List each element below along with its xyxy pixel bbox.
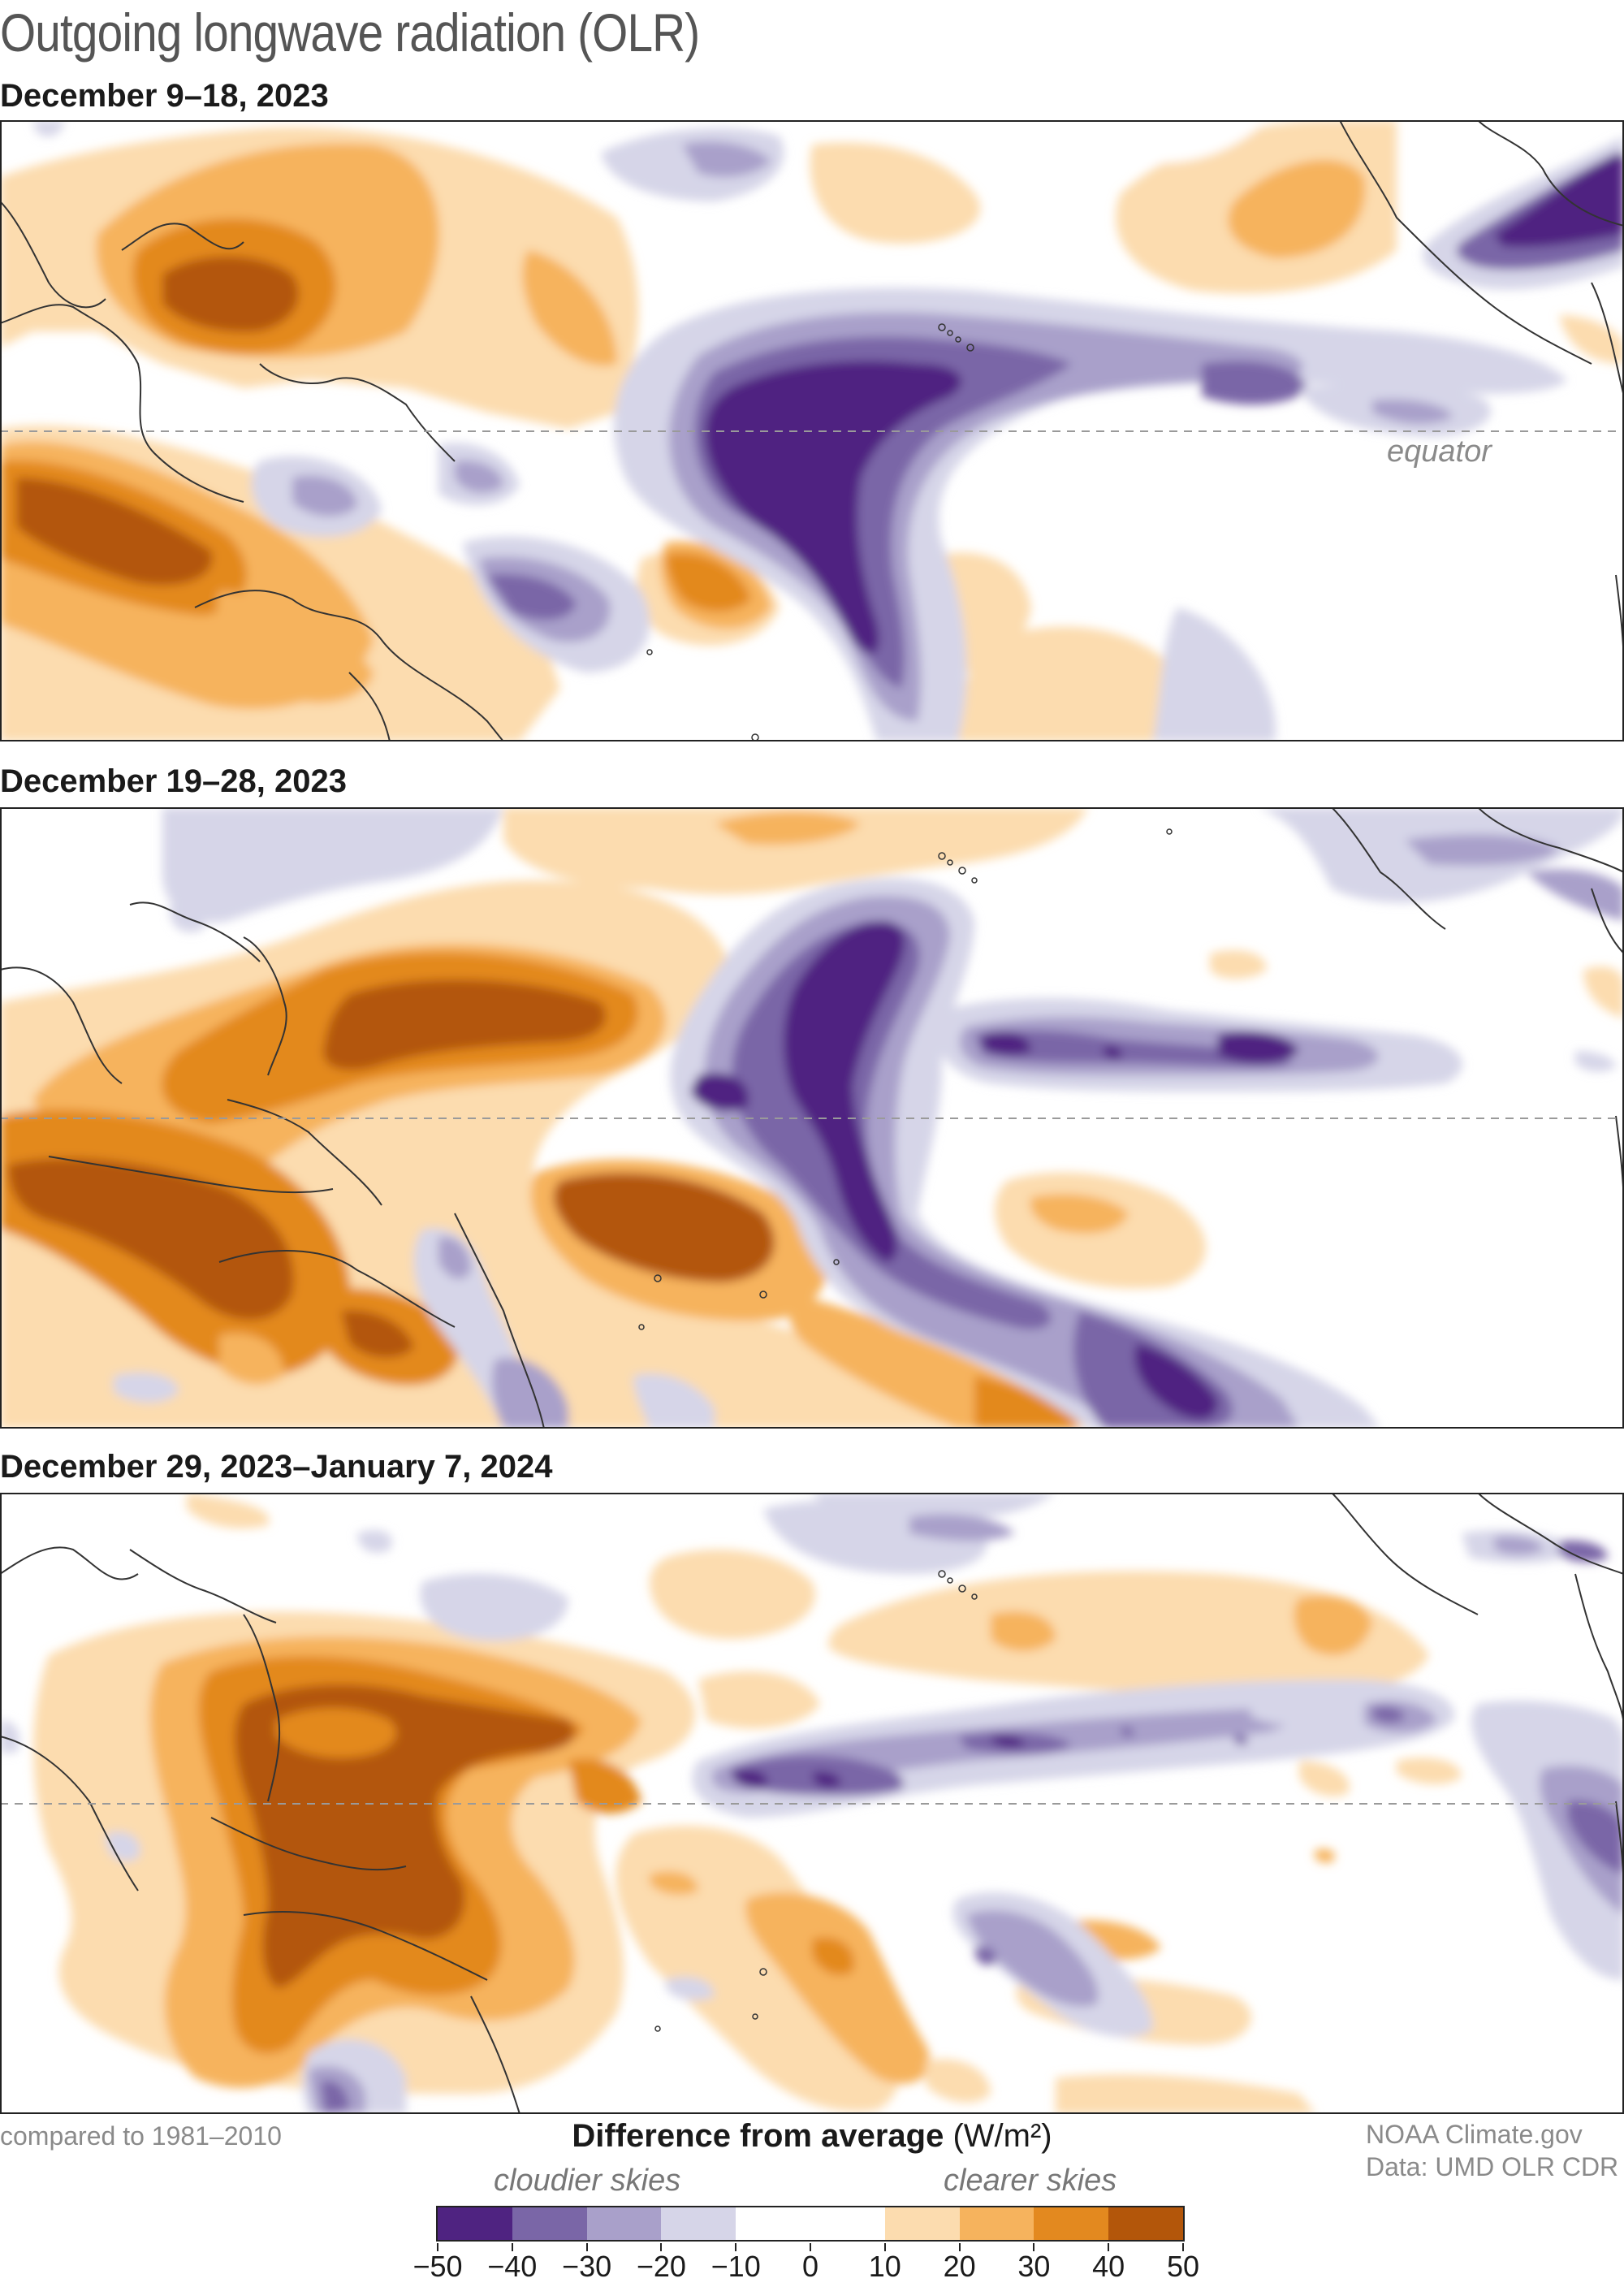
color-bar-tick [958,2243,961,2251]
color-bar-swatch [959,2207,1034,2240]
credit-line-1: NOAA Climate.gov [1366,2120,1583,2149]
panel-2-label: December 19–28, 2023 [0,763,347,799]
color-bar-tick [735,2243,737,2251]
color-bar-swatch [661,2207,736,2240]
color-bar-tick-label: 0 [801,2250,819,2283]
color-bar-tick [660,2243,663,2251]
color-bar-tick-label: −30 [562,2250,612,2283]
color-bar-tick [511,2243,513,2251]
color-bar-tick-label: 30 [1017,2250,1051,2283]
color-bar-tick-label: 20 [943,2250,976,2283]
color-bar-tick [1182,2243,1184,2251]
legend-title-text: Difference from average [572,2118,944,2154]
color-bar-tick-label: 50 [1166,2250,1200,2283]
color-bar-swatch [512,2207,587,2240]
color-bar-tick-label: −10 [710,2250,761,2283]
color-bar-tick [810,2243,811,2251]
legend-title: Difference from average (W/m²) [0,2118,1624,2155]
color-bar-swatch [1108,2207,1183,2240]
color-bar-tick [1033,2243,1035,2251]
legend-right-label: clearer skies [944,2164,1117,2198]
color-bar-swatch [810,2207,885,2240]
map-panel-3 [0,1493,1624,2114]
chart-title: Outgoing longwave radiation (OLR) [0,2,700,63]
color-bar-tick-label: 40 [1092,2250,1125,2283]
color-bar-tick-label: −40 [487,2250,538,2283]
color-bar-tick [1108,2243,1110,2251]
legend-left-label: cloudier skies [494,2164,681,2198]
color-bar-tick-label: 10 [868,2250,901,2283]
color-bar-tick [437,2243,438,2251]
baseline-note: compared to 1981–2010 [0,2121,282,2151]
equator-label: equator [1387,434,1492,469]
color-bar-swatch [736,2207,810,2240]
credit-line-2: Data: UMD OLR CDR [1366,2152,1619,2181]
color-bar-tick-label: −20 [636,2250,686,2283]
color-bar-tick [585,2243,588,2251]
map-panel-1: equator [0,120,1624,741]
color-bar-swatch [884,2207,960,2240]
panel-1-label: December 9–18, 2023 [0,78,329,114]
color-bar-tick [883,2243,886,2251]
color-bar-swatch [438,2207,512,2240]
panel-3-label: December 29, 2023–January 7, 2024 [0,1449,553,1485]
color-bar-swatch [1034,2207,1109,2240]
color-bar [436,2206,1185,2242]
map-panel-2 [0,807,1624,1429]
legend-units: (W/m²) [952,2118,1052,2154]
color-bar-swatch [586,2207,662,2240]
color-bar-tick-label: −50 [412,2250,463,2283]
